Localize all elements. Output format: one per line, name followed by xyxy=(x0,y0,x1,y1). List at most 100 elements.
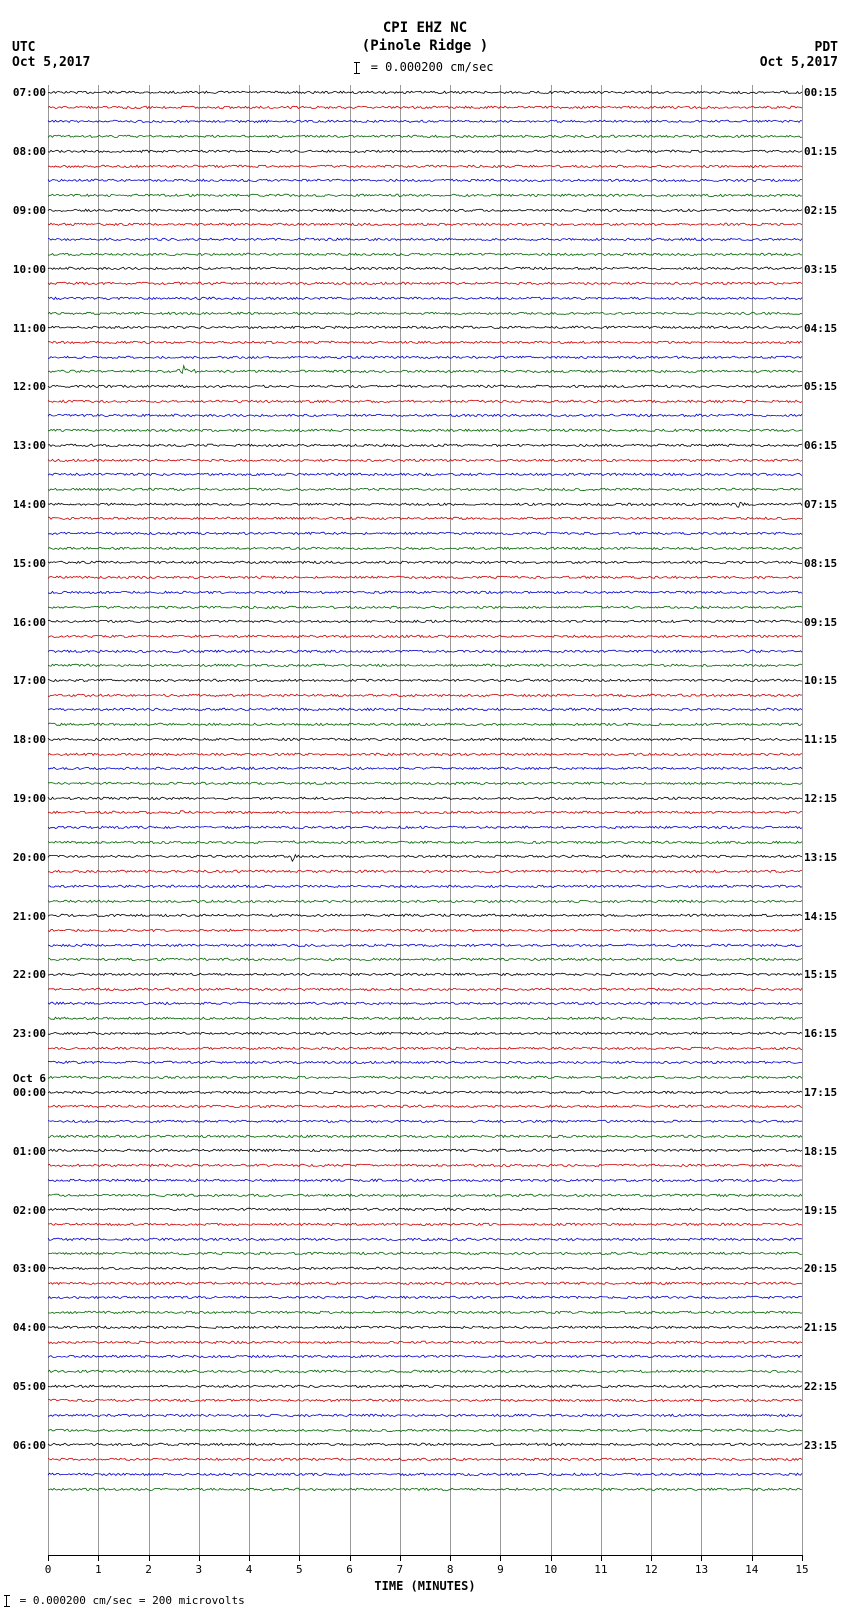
left-time-label: 14:00 xyxy=(13,499,46,510)
left-time-label: 09:00 xyxy=(13,205,46,216)
seismic-trace xyxy=(48,379,802,394)
right-time-label: 13:15 xyxy=(804,852,837,863)
seismic-trace xyxy=(48,820,802,835)
seismic-trace xyxy=(48,1423,802,1438)
scale-bar-icon xyxy=(356,62,357,74)
seismic-trace xyxy=(48,1437,802,1452)
seismic-trace xyxy=(48,717,802,732)
seismic-trace xyxy=(48,864,802,879)
left-time-label: 15:00 xyxy=(13,558,46,569)
seismic-trace xyxy=(48,1188,802,1203)
footer-scale-bar-icon xyxy=(6,1595,7,1607)
seismic-trace xyxy=(48,702,802,717)
seismic-trace xyxy=(48,894,802,909)
seismic-trace xyxy=(48,511,802,526)
footer-scale: = 0.000200 cm/sec = 200 microvolts xyxy=(6,1594,245,1607)
seismic-trace xyxy=(48,159,802,174)
x-tick-label: 3 xyxy=(195,1563,202,1576)
right-time-label: 06:15 xyxy=(804,440,837,451)
seismic-trace xyxy=(48,276,802,291)
seismic-trace xyxy=(48,1305,802,1320)
x-tick-label: 1 xyxy=(95,1563,102,1576)
left-date: Oct 5,2017 xyxy=(12,55,90,70)
left-timezone-block: UTC Oct 5,2017 xyxy=(12,40,90,70)
x-tick-label: 14 xyxy=(745,1563,758,1576)
seismic-trace xyxy=(48,335,802,350)
right-time-label: 14:15 xyxy=(804,911,837,922)
right-date: Oct 5,2017 xyxy=(760,55,838,70)
seismic-trace xyxy=(48,350,802,365)
seismic-trace xyxy=(48,1158,802,1173)
seismic-trace xyxy=(48,1482,802,1497)
seismic-trace xyxy=(48,408,802,423)
seismic-trace xyxy=(48,1055,802,1070)
x-tick-label: 15 xyxy=(795,1563,808,1576)
x-tick-label: 6 xyxy=(346,1563,353,1576)
right-time-label: 15:15 xyxy=(804,969,837,980)
seismic-trace xyxy=(48,982,802,997)
right-time-label: 22:15 xyxy=(804,1381,837,1392)
x-tick-label: 5 xyxy=(296,1563,303,1576)
seismic-trace xyxy=(48,938,802,953)
right-time-label: 08:15 xyxy=(804,558,837,569)
seismic-trace xyxy=(48,129,802,144)
seismic-trace xyxy=(48,247,802,262)
seismic-trace xyxy=(48,967,802,982)
x-tick-label: 8 xyxy=(447,1563,454,1576)
seismic-trace xyxy=(48,497,802,512)
seismic-trace xyxy=(48,761,802,776)
seismic-trace xyxy=(48,849,802,864)
right-time-label: 21:15 xyxy=(804,1322,837,1333)
seismic-trace xyxy=(48,232,802,247)
x-tick xyxy=(551,1555,552,1561)
x-tick xyxy=(199,1555,200,1561)
seismic-trace xyxy=(48,747,802,762)
left-time-label: 02:00 xyxy=(13,1205,46,1216)
x-tick-label: 0 xyxy=(45,1563,52,1576)
right-time-label: 03:15 xyxy=(804,264,837,275)
seismic-trace xyxy=(48,188,802,203)
x-tick xyxy=(500,1555,501,1561)
seismic-trace xyxy=(48,217,802,232)
seismic-trace xyxy=(48,1143,802,1158)
x-tick-label: 10 xyxy=(544,1563,557,1576)
left-time-label: 00:00 xyxy=(13,1087,46,1098)
x-tick-label: 9 xyxy=(497,1563,504,1576)
seismic-trace xyxy=(48,438,802,453)
left-time-label: 08:00 xyxy=(13,146,46,157)
seismic-trace xyxy=(48,1393,802,1408)
left-time-label: 18:00 xyxy=(13,734,46,745)
x-tick-label: 12 xyxy=(645,1563,658,1576)
seismic-trace xyxy=(48,732,802,747)
seismic-trace xyxy=(48,1026,802,1041)
x-tick xyxy=(802,1555,803,1561)
left-time-label: 05:00 xyxy=(13,1381,46,1392)
seismic-trace xyxy=(48,1379,802,1394)
seismic-trace xyxy=(48,1114,802,1129)
seismic-trace xyxy=(48,203,802,218)
seismic-trace xyxy=(48,173,802,188)
left-time-label: 10:00 xyxy=(13,264,46,275)
seismic-trace xyxy=(48,85,802,100)
right-time-label: 12:15 xyxy=(804,793,837,804)
left-time-label: 13:00 xyxy=(13,440,46,451)
right-time-label: 02:15 xyxy=(804,205,837,216)
left-time-label: 19:00 xyxy=(13,793,46,804)
x-tick xyxy=(350,1555,351,1561)
x-tick xyxy=(149,1555,150,1561)
x-tick xyxy=(98,1555,99,1561)
seismic-trace xyxy=(48,644,802,659)
seismic-trace xyxy=(48,1261,802,1276)
seismic-trace xyxy=(48,261,802,276)
seismic-trace xyxy=(48,1129,802,1144)
right-time-label: 07:15 xyxy=(804,499,837,510)
seismic-trace xyxy=(48,526,802,541)
seismic-trace xyxy=(48,1320,802,1335)
x-tick xyxy=(48,1555,49,1561)
seismic-trace xyxy=(48,1276,802,1291)
seismic-trace xyxy=(48,1070,802,1085)
x-tick xyxy=(249,1555,250,1561)
seismic-trace xyxy=(48,1335,802,1350)
station-code: CPI EHZ NC xyxy=(0,20,850,36)
seismic-trace xyxy=(48,614,802,629)
